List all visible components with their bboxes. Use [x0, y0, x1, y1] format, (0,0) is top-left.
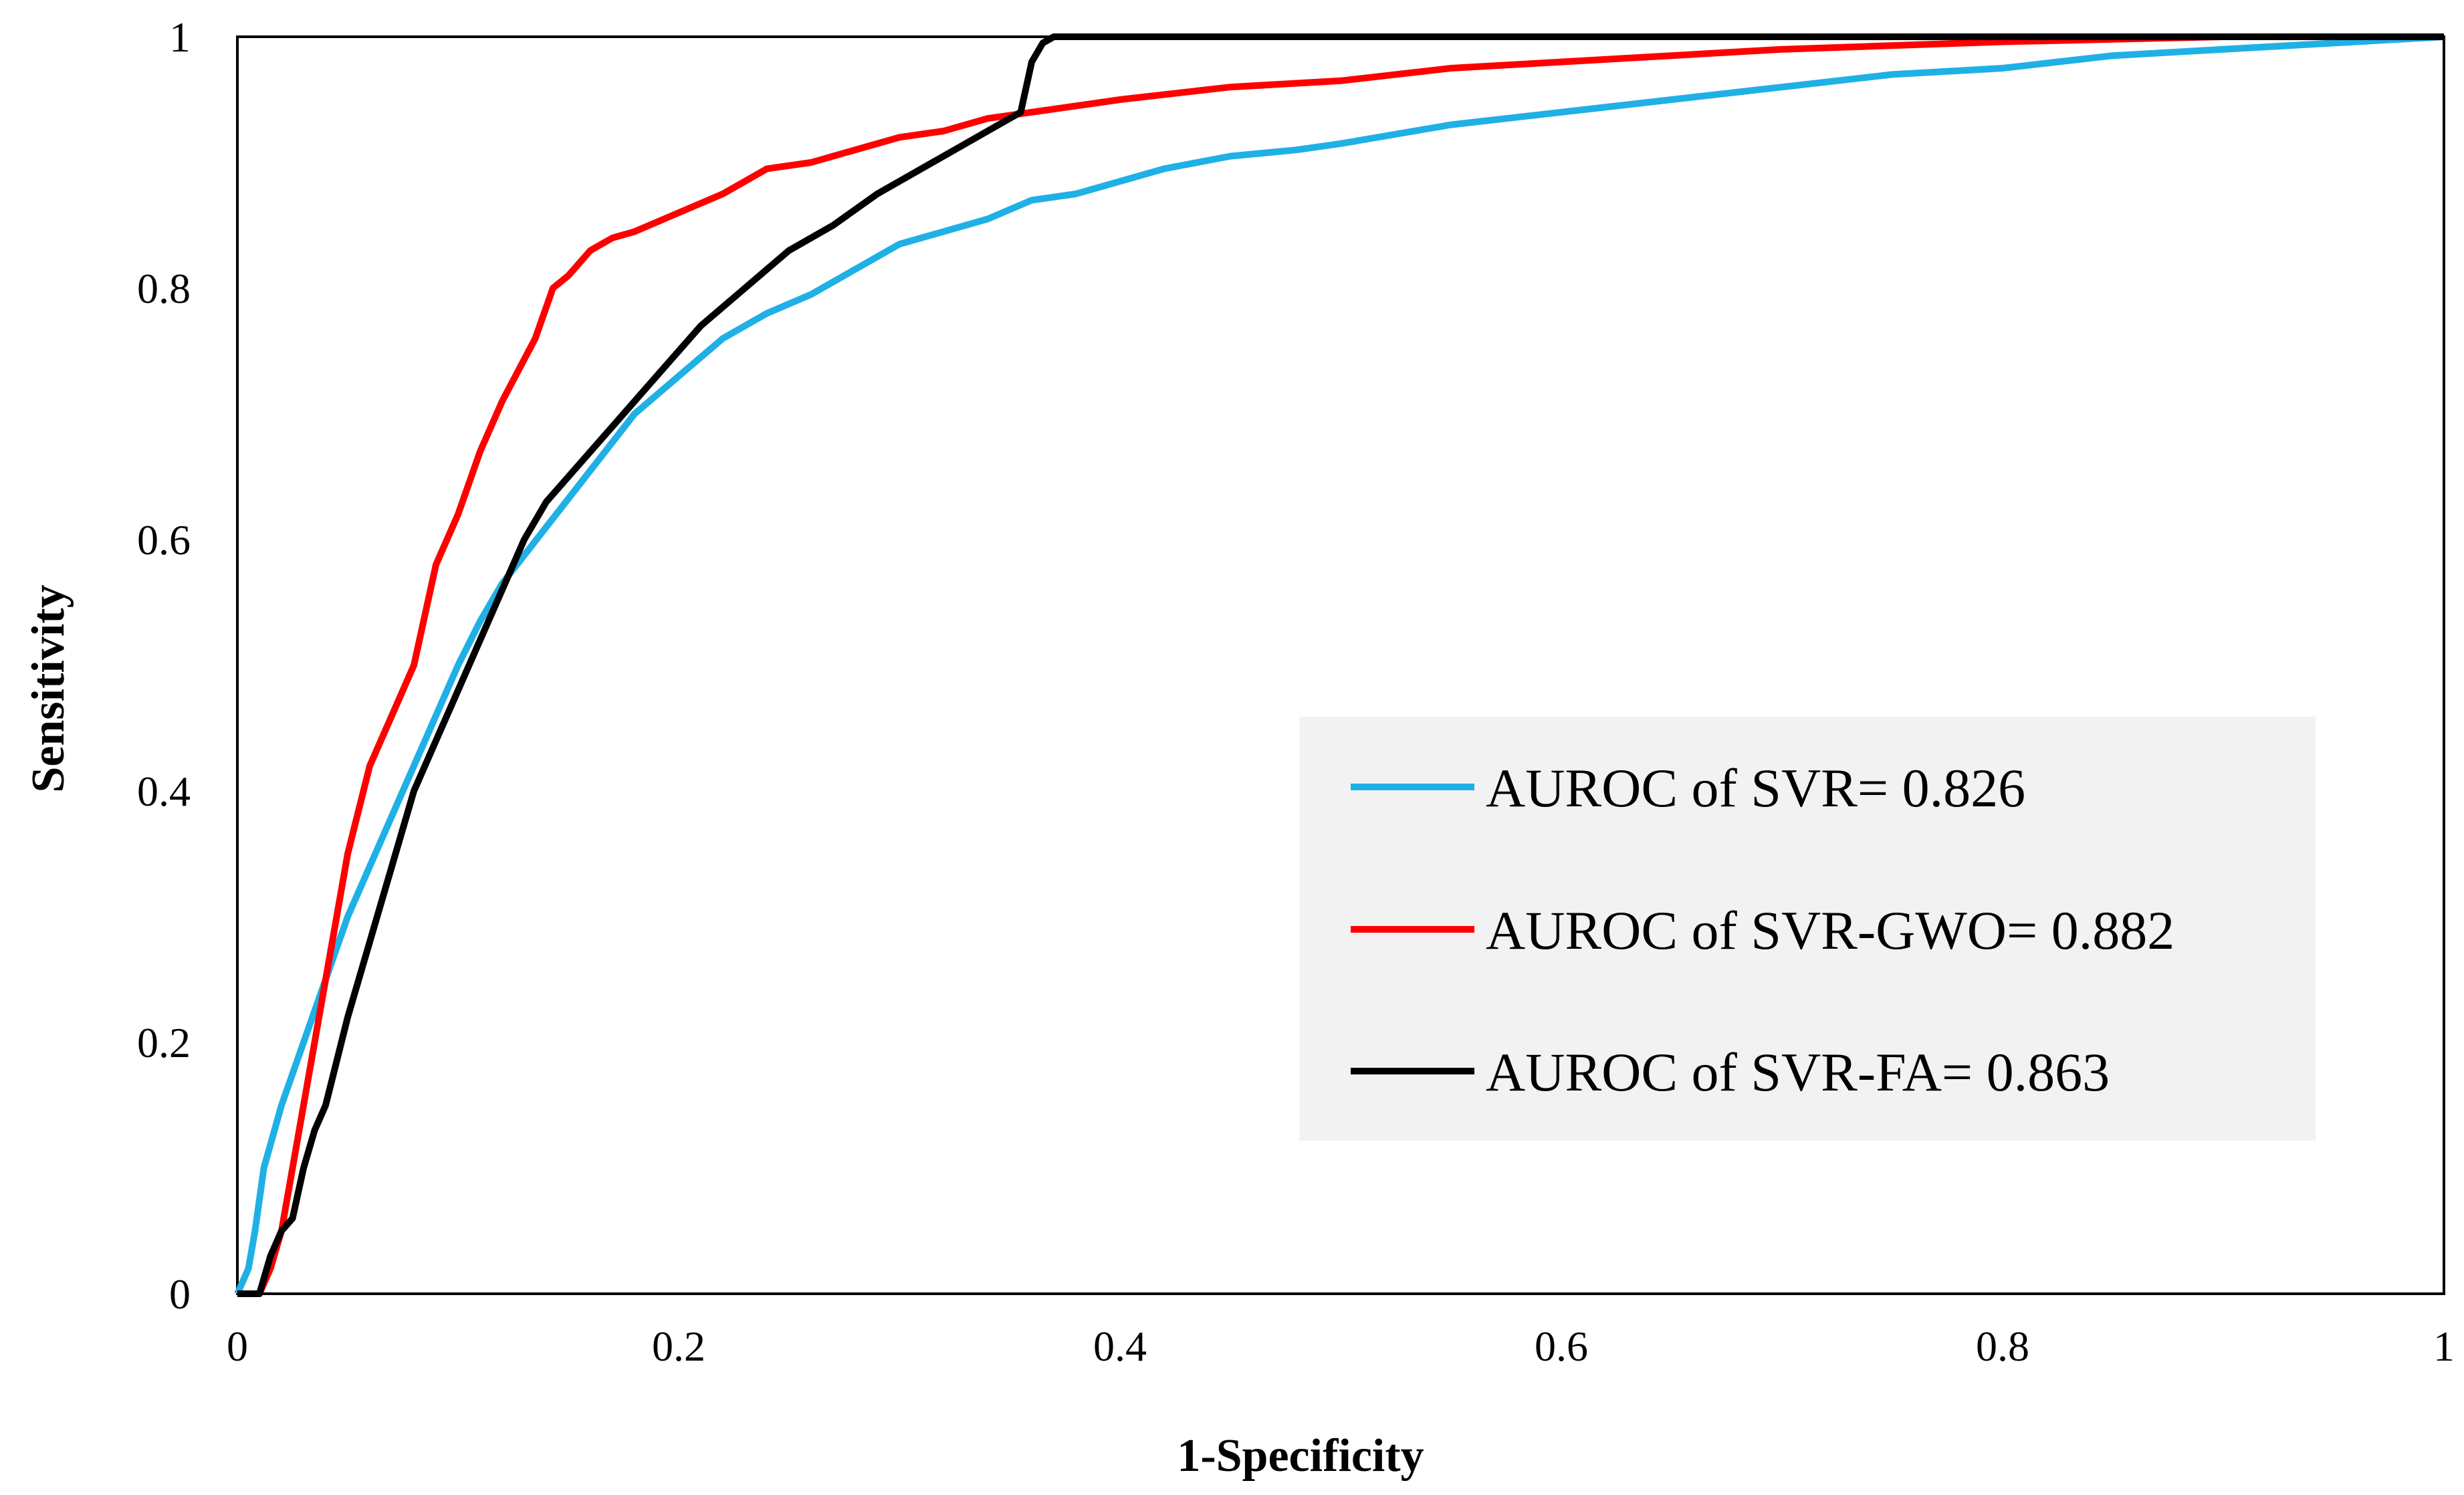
- y-tick-label: 1: [169, 13, 191, 61]
- y-tick-label: 0: [169, 1270, 191, 1318]
- x-tick-label: 0.6: [1535, 1322, 1588, 1370]
- legend-label-svr-gwo: AUROC of SVR-GWO= 0.882: [1486, 900, 2174, 961]
- x-axis-ticks: 0 0.2 0.4 0.6 0.8 1: [227, 1322, 2455, 1370]
- y-axis-title: Sensitivity: [23, 584, 74, 792]
- y-tick-label: 0.8: [137, 265, 191, 312]
- legend-label-svr: AUROC of SVR= 0.826: [1486, 758, 2025, 818]
- x-tick-label: 1: [2433, 1322, 2455, 1370]
- legend-label-svr-fa: AUROC of SVR-FA= 0.863: [1486, 1042, 2110, 1103]
- roc-line-svr: [234, 33, 2445, 1296]
- x-tick-label: 0: [227, 1322, 248, 1370]
- x-tick-label: 0.8: [1976, 1322, 2029, 1370]
- legend: AUROC of SVR= 0.826 AUROC of SVR-GWO= 0.…: [1299, 717, 2316, 1141]
- y-tick-label: 0.6: [137, 516, 191, 564]
- x-axis-title: 1-Specificity: [1177, 1430, 1424, 1482]
- series-layer: [234, 33, 2445, 1297]
- y-axis-ticks: 0 0.2 0.4 0.6 0.8 1: [137, 13, 191, 1318]
- x-tick-label: 0.2: [652, 1322, 705, 1370]
- roc-line-svr-gwo: [237, 33, 2444, 1297]
- roc-line-svr-fa: [237, 33, 2444, 1297]
- y-tick-label: 0.4: [137, 768, 191, 815]
- y-tick-label: 0.2: [137, 1019, 191, 1066]
- x-tick-label: 0.4: [1093, 1322, 1147, 1370]
